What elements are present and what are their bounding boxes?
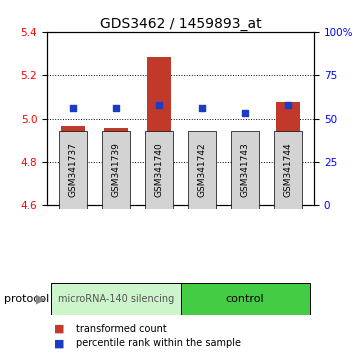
Text: GSM341744: GSM341744 — [284, 143, 293, 197]
Point — [70, 105, 76, 111]
Text: GSM341742: GSM341742 — [197, 143, 206, 197]
Title: GDS3462 / 1459893_at: GDS3462 / 1459893_at — [100, 17, 261, 31]
Text: protocol: protocol — [4, 294, 49, 304]
Bar — [59, 131, 87, 209]
Text: control: control — [226, 294, 265, 304]
Text: transformed count: transformed count — [76, 324, 166, 333]
Point — [113, 105, 119, 111]
Text: ▶: ▶ — [36, 293, 46, 306]
Text: microRNA-140 silencing: microRNA-140 silencing — [58, 294, 174, 304]
Point — [285, 102, 291, 108]
Bar — [102, 131, 130, 209]
Point — [242, 110, 248, 116]
Bar — [233, 198, 257, 204]
Text: percentile rank within the sample: percentile rank within the sample — [76, 338, 241, 348]
Bar — [190, 148, 214, 204]
Text: ■: ■ — [54, 338, 65, 348]
Bar — [231, 131, 259, 209]
Text: GSM341737: GSM341737 — [68, 142, 77, 198]
Text: GSM341743: GSM341743 — [241, 143, 249, 197]
Bar — [147, 57, 171, 204]
Bar — [180, 283, 310, 315]
Bar — [51, 283, 180, 315]
Text: GSM341739: GSM341739 — [112, 142, 120, 198]
Bar — [61, 126, 84, 204]
Bar — [277, 102, 300, 204]
Point — [156, 102, 162, 108]
Bar — [188, 131, 216, 209]
Bar — [145, 131, 173, 209]
Point — [199, 105, 205, 111]
Text: GSM341740: GSM341740 — [155, 143, 164, 197]
Text: ■: ■ — [54, 324, 65, 333]
Bar — [274, 131, 302, 209]
Bar — [104, 129, 128, 204]
